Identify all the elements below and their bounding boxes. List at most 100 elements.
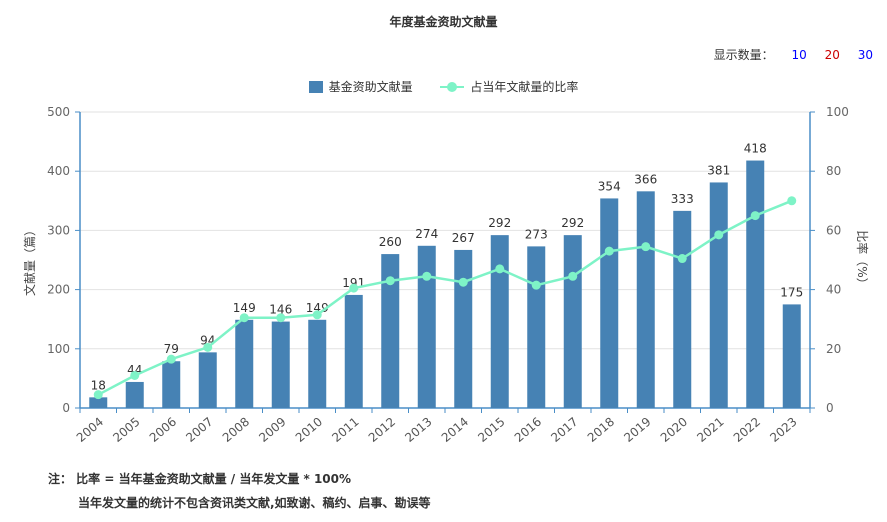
bar-2010: [308, 319, 327, 408]
bar-2012: [381, 254, 400, 408]
bar-2006: [162, 361, 181, 408]
x-axis-tick-label-2008: 2008: [220, 415, 252, 445]
x-axis-tick-label-2020: 2020: [658, 415, 690, 445]
right-axis-tick-label: 40: [826, 283, 841, 297]
ratio-point-2005: [130, 370, 140, 380]
bar-2023: [782, 304, 801, 408]
display-count-option-10[interactable]: 10: [791, 48, 807, 62]
bar-value-label-2022: 418: [744, 142, 767, 156]
x-axis-tick-label-2010: 2010: [293, 415, 325, 445]
y-axis-title: 文献量（篇）: [22, 224, 37, 296]
ratio-point-2009: [276, 313, 286, 323]
bar-2007: [198, 352, 217, 408]
legend-item-line-series[interactable]: 占当年文献量的比率: [440, 78, 578, 95]
right-axis-tick-label: 20: [826, 342, 841, 356]
ratio-point-2013: [422, 271, 432, 281]
left-axis-tick-label: 0: [62, 401, 70, 415]
bar-2009: [271, 321, 290, 408]
right-axis-tick-label: 80: [826, 164, 841, 178]
bar-value-label-2012: 260: [379, 235, 402, 249]
note-ratio-formula: 注： 比率 = 当年基金资助文献量 / 当年发文量 * 100%: [48, 472, 352, 486]
chart-notes: 注： 比率 = 当年基金资助文献量 / 当年发文量 * 100% 当年发文量的统…: [48, 467, 431, 515]
bar-2017: [563, 235, 582, 408]
ratio-point-2014: [458, 277, 468, 287]
x-axis-tick-label-2007: 2007: [183, 415, 215, 445]
bar-value-label-2015: 292: [488, 216, 511, 230]
ratio-point-2019: [641, 242, 651, 252]
bar-value-label-2018: 354: [598, 179, 621, 193]
ratio-point-2020: [677, 254, 687, 264]
bar-2021: [709, 182, 728, 408]
bar-value-label-2013: 274: [415, 227, 438, 241]
left-axis-tick-label: 500: [47, 105, 70, 119]
x-axis-tick-label-2015: 2015: [475, 415, 507, 445]
x-axis-tick-label-2017: 2017: [548, 415, 580, 445]
bar-value-label-2008: 149: [233, 301, 256, 315]
legend-label-line-series: 占当年文献量的比率: [470, 80, 579, 94]
right-axis-tick-label: 100: [826, 105, 849, 119]
bar-value-label-2020: 333: [671, 192, 694, 206]
chart-legend: 基金资助文献量 占当年文献量的比率: [0, 78, 887, 96]
bar-value-label-2016: 273: [525, 227, 548, 241]
right-axis-tick-label: 60: [826, 223, 841, 237]
y2-axis-title: 比率（%）: [855, 230, 870, 289]
bar-2018: [600, 198, 619, 408]
bar-2015: [490, 235, 509, 408]
bar-2008: [235, 319, 254, 408]
bar-2013: [417, 245, 436, 408]
x-axis-tick-label-2023: 2023: [767, 415, 799, 445]
x-axis-tick-label-2006: 2006: [147, 415, 179, 445]
bar-2011: [344, 294, 363, 408]
x-axis-tick-label-2013: 2013: [402, 415, 434, 445]
legend-bar-swatch-icon: [308, 80, 323, 93]
ratio-point-2022: [750, 211, 760, 221]
ratio-point-2010: [312, 310, 322, 320]
x-axis-tick-label-2009: 2009: [256, 415, 288, 445]
display-count-option-20[interactable]: 20: [824, 48, 840, 62]
bar-2004: [89, 397, 108, 408]
x-axis-tick-label-2004: 2004: [74, 415, 106, 445]
ratio-point-2006: [166, 354, 176, 364]
display-count-option-30[interactable]: 30: [857, 48, 873, 62]
ratio-line: [97, 199, 793, 396]
bar-2022: [746, 160, 765, 408]
right-axis-tick-label: 0: [826, 401, 834, 415]
ratio-point-2023: [787, 196, 797, 206]
x-axis-tick-label-2016: 2016: [512, 415, 544, 445]
ratio-point-2004: [93, 390, 103, 400]
ratio-point-2012: [385, 276, 395, 286]
bar-value-label-2019: 366: [634, 172, 657, 186]
bar-2019: [636, 191, 655, 408]
x-axis-tick-label-2022: 2022: [731, 415, 763, 445]
legend-item-bar-series[interactable]: 基金资助文献量: [308, 78, 413, 95]
bar-2016: [527, 246, 546, 408]
chart-title: 年度基金资助文献量: [389, 15, 498, 29]
bar-2020: [673, 210, 692, 408]
bar-value-label-2006: 79: [164, 342, 179, 356]
bar-value-label-2004: 18: [91, 378, 106, 392]
ratio-point-2018: [604, 246, 614, 256]
ratio-point-2021: [714, 230, 724, 240]
legend-line-swatch-icon: [440, 81, 465, 93]
ratio-point-2016: [531, 280, 541, 290]
x-axis-tick-label-2021: 2021: [694, 415, 726, 445]
bar-value-label-2009: 146: [269, 303, 292, 317]
ratio-point-2008: [239, 313, 249, 323]
ratio-point-2011: [349, 283, 359, 293]
bar-2014: [454, 249, 473, 408]
x-axis-tick-label-2019: 2019: [621, 415, 653, 445]
bar-value-label-2017: 292: [561, 216, 584, 230]
ratio-point-2007: [203, 342, 213, 352]
x-axis-tick-label-2012: 2012: [366, 415, 398, 445]
ratio-point-2017: [568, 271, 578, 281]
bar-value-label-2014: 267: [452, 231, 475, 245]
display-count-label: 显示数量：: [713, 48, 774, 62]
display-count-selector: 显示数量： 10 20 30: [714, 46, 873, 63]
left-axis-tick-label: 200: [47, 283, 70, 297]
legend-label-bar-series: 基金资助文献量: [328, 80, 413, 94]
bar-value-label-2023: 175: [780, 285, 803, 299]
x-axis-tick-label-2014: 2014: [439, 415, 471, 445]
left-axis-tick-label: 400: [47, 164, 70, 178]
bar-value-label-2021: 381: [707, 163, 730, 177]
